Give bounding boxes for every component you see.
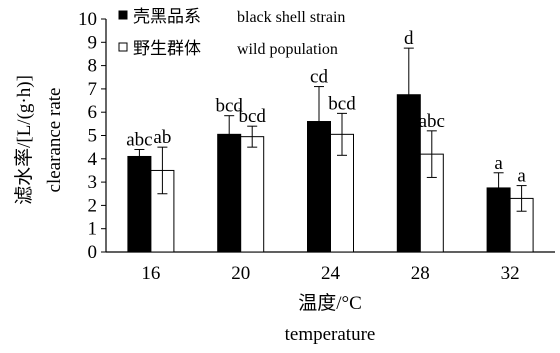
x-tick-label: 16 [141,263,160,284]
x-tick-label: 20 [231,263,250,284]
legend: 壳黑品系 black shell strain 野生群体 wild popula… [118,7,345,58]
y-tick-label: 4 [88,149,98,170]
y-axis-title-cn: 滤水率/[L/(g·h)] [13,75,35,205]
significance-label: a [517,166,526,187]
y-tick-label: 6 [88,102,98,123]
x-axis-title-cn: 温度/°C [298,292,362,314]
y-tick-label: 1 [88,219,98,240]
significance-label: d [404,28,414,49]
significance-label: abc [126,129,152,150]
y-tick-label: 0 [88,242,98,263]
legend-swatch-wild [118,42,128,52]
significance-label: cd [310,67,328,88]
legend-label-black-shell-cn: 壳黑品系 [133,7,201,26]
significance-label: a [494,153,503,174]
legend-label-wild-en: wild population [237,41,338,58]
y-axis-title: 滤水率/[L/(g·h)] clearance rate [13,75,65,205]
x-axis-title-en: temperature [285,324,376,345]
significance-label: ab [153,127,171,148]
y-axis-title-en: clearance rate [44,88,65,193]
y-tick-label: 8 [88,56,98,77]
bar-wild [240,136,265,253]
significance-label: abc [419,111,445,132]
bar-black-shell [127,155,152,253]
x-tick-label: 24 [321,263,341,284]
y-tick-label: 5 [88,126,98,147]
y-tick-label: 2 [88,195,98,216]
significance-label: bcd [215,96,243,117]
y-tick-label: 7 [88,79,98,100]
y-tick-label: 10 [78,9,97,30]
x-ticks: 16 20 24 28 32 [141,263,519,284]
x-tick-label: 28 [411,263,430,284]
x-tick-label: 32 [501,263,520,284]
y-tick-label: 9 [88,32,98,53]
legend-label-black-shell-en: black shell strain [237,9,345,26]
legend-label-wild-cn: 野生群体 [133,39,201,58]
legend-swatch-black-shell [118,10,128,20]
y-tick-label: 3 [88,172,98,193]
significance-label: bcd [328,93,356,114]
significance-label: bcd [238,106,266,127]
